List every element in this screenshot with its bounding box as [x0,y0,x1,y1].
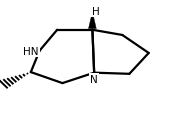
Text: HN: HN [23,46,39,56]
Text: H: H [92,7,100,17]
Text: N: N [90,74,98,84]
Polygon shape [89,13,96,29]
